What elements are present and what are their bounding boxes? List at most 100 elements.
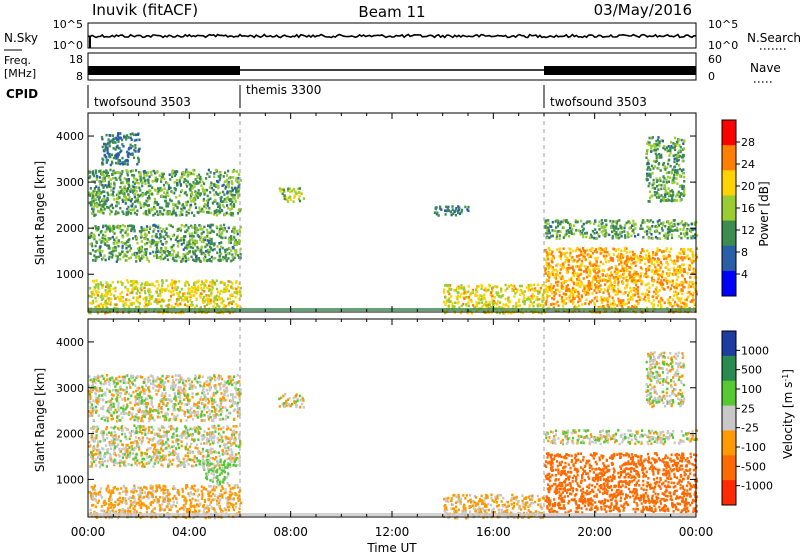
echo-cell — [688, 266, 692, 269]
echo-cell — [558, 255, 561, 258]
echo-cell — [125, 211, 128, 214]
echo-cell — [145, 256, 148, 259]
echo-cell — [147, 494, 150, 498]
echo-cell — [157, 190, 160, 193]
echo-cell — [528, 288, 532, 292]
echo-cell — [105, 161, 108, 164]
echo-cell — [691, 300, 694, 304]
echo-cell — [107, 180, 110, 184]
echo-cell — [602, 274, 605, 277]
echo-cell — [662, 175, 665, 178]
cpid-label: CPID — [6, 87, 38, 101]
echo-cell — [658, 177, 661, 180]
echo-cell — [109, 237, 112, 240]
echo-cell — [118, 508, 121, 512]
echo-cell — [106, 151, 109, 154]
echo-cell — [587, 291, 590, 295]
echo-cell — [112, 287, 115, 291]
echo-cell — [230, 293, 233, 296]
echo-cell — [153, 254, 156, 258]
echo-cell — [661, 283, 665, 286]
echo-cell — [206, 303, 209, 306]
echo-cell — [689, 248, 693, 251]
echo-cell — [562, 292, 565, 296]
echo-cell — [190, 246, 193, 249]
echo-cell — [139, 178, 142, 181]
echo-cell — [683, 190, 686, 194]
echo-cell — [147, 287, 150, 291]
echo-cell — [548, 231, 551, 235]
echo-cell — [529, 300, 532, 304]
echo-cell — [659, 179, 662, 183]
echo-cell — [148, 283, 151, 287]
echo-cell — [669, 287, 672, 290]
echo-cell — [152, 224, 155, 227]
echo-cell — [292, 200, 295, 203]
echo-cell — [133, 484, 136, 488]
echo-cell — [117, 138, 120, 141]
echo-cell — [194, 195, 197, 198]
echo-cell — [115, 241, 118, 245]
echo-cell — [235, 289, 238, 293]
echo-cell — [545, 278, 548, 282]
echo-cell — [660, 279, 663, 282]
echo-cell — [634, 274, 637, 277]
echo-cell — [119, 162, 122, 166]
echo-cell — [209, 503, 212, 507]
echo-cell — [205, 259, 209, 263]
echo-cell — [125, 298, 128, 301]
echo-cells — [88, 351, 699, 520]
echo-cell — [491, 301, 494, 304]
echo-cell — [151, 192, 154, 196]
echo-cell — [630, 295, 633, 299]
echo-cell — [593, 275, 596, 279]
echo-cell — [483, 303, 486, 306]
echo-cell — [622, 299, 625, 302]
echo-cell — [680, 281, 683, 284]
echo-cell — [573, 306, 576, 309]
echo-cell — [229, 190, 232, 193]
echo-cell — [491, 294, 494, 298]
echo-cell — [491, 287, 494, 290]
echo-cell — [124, 286, 127, 289]
echo-cell — [233, 486, 236, 489]
echo-cell — [175, 299, 179, 303]
echo-cell — [501, 294, 504, 297]
echo-cell — [672, 219, 675, 222]
echo-cell — [139, 201, 142, 204]
echo-cell — [589, 221, 592, 225]
echo-cell — [575, 249, 578, 253]
echo-cell — [221, 209, 224, 213]
echo-cell — [235, 249, 238, 252]
echo-cell — [677, 304, 680, 308]
echo-cell — [651, 295, 654, 299]
echo-cell — [116, 156, 119, 159]
echo-cell — [110, 516, 114, 519]
echo-cell — [667, 180, 670, 184]
echo-cell — [587, 293, 590, 296]
echo-cell — [186, 200, 190, 204]
echo-cell — [126, 490, 129, 493]
echo-cell — [641, 267, 644, 271]
echo-cell — [188, 232, 191, 236]
echo-cell — [91, 198, 94, 202]
echo-cell — [458, 212, 462, 216]
echo-cell — [644, 273, 647, 277]
echo-cell — [622, 256, 625, 259]
echo-cell — [475, 301, 478, 304]
echo-cell — [642, 236, 645, 239]
echo-cell — [691, 281, 694, 284]
echo-cell — [672, 176, 675, 180]
echo-cell — [227, 226, 230, 230]
echo-cell — [100, 293, 104, 296]
echo-cell — [652, 305, 655, 308]
echo-cell — [662, 278, 666, 282]
echo-cell — [625, 275, 628, 279]
echo-cell — [145, 510, 148, 514]
echo-cell — [131, 284, 134, 287]
echo-cell — [689, 227, 692, 231]
echo-cell — [676, 155, 679, 158]
echo-cell — [644, 299, 647, 302]
echo-cell — [666, 255, 669, 259]
echo-cell — [559, 271, 562, 275]
